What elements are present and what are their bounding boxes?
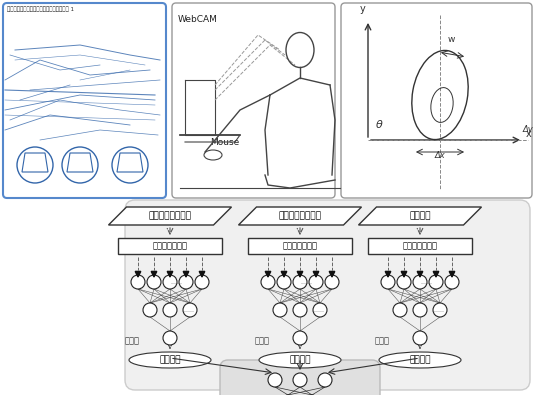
Circle shape	[413, 275, 427, 289]
Text: WebCAM: WebCAM	[178, 15, 218, 24]
Circle shape	[268, 373, 282, 387]
Text: 多重解像度解析: 多重解像度解析	[282, 241, 317, 250]
Circle shape	[397, 275, 411, 289]
Circle shape	[433, 303, 447, 317]
Circle shape	[163, 331, 177, 345]
Text: 多重解像度解析: 多重解像度解析	[152, 241, 187, 250]
Circle shape	[309, 275, 323, 289]
Circle shape	[195, 275, 209, 289]
FancyBboxPatch shape	[118, 238, 222, 254]
Circle shape	[381, 275, 395, 289]
Circle shape	[413, 303, 427, 317]
Circle shape	[183, 303, 197, 317]
Circle shape	[293, 303, 307, 317]
Circle shape	[393, 303, 407, 317]
Polygon shape	[417, 271, 423, 277]
Text: y: y	[360, 4, 366, 14]
Ellipse shape	[129, 352, 211, 368]
FancyBboxPatch shape	[172, 3, 335, 198]
Polygon shape	[433, 271, 439, 277]
Polygon shape	[297, 271, 303, 277]
Circle shape	[445, 275, 459, 289]
Circle shape	[261, 275, 275, 289]
Circle shape	[277, 275, 291, 289]
Polygon shape	[199, 271, 205, 277]
Circle shape	[131, 275, 145, 289]
Text: Mouse: Mouse	[210, 138, 239, 147]
Polygon shape	[358, 207, 482, 225]
FancyBboxPatch shape	[3, 3, 166, 198]
FancyBboxPatch shape	[368, 238, 472, 254]
Text: 分類器: 分類器	[255, 337, 270, 346]
Text: w: w	[448, 35, 455, 44]
Text: 推定結果: 推定結果	[289, 356, 311, 365]
Circle shape	[293, 373, 307, 387]
Ellipse shape	[259, 352, 341, 368]
Text: Δy: Δy	[523, 125, 534, 134]
Polygon shape	[151, 271, 157, 277]
Text: x: x	[526, 129, 532, 139]
Circle shape	[413, 331, 427, 345]
Text: 分類器: 分類器	[374, 337, 389, 346]
Text: ......: ......	[420, 280, 432, 286]
Text: 分類器: 分類器	[125, 337, 140, 346]
Text: 顏と画面との距離: 顏と画面との距離	[279, 211, 322, 220]
Polygon shape	[265, 271, 271, 277]
Text: ......: ......	[312, 308, 324, 314]
Circle shape	[293, 331, 307, 345]
Circle shape	[163, 275, 177, 289]
Text: θ: θ	[376, 120, 383, 130]
Circle shape	[313, 303, 327, 317]
Text: ......: ......	[300, 280, 312, 286]
Circle shape	[147, 275, 161, 289]
FancyBboxPatch shape	[125, 200, 530, 390]
Circle shape	[318, 373, 332, 387]
Polygon shape	[329, 271, 335, 277]
Text: Δx: Δx	[435, 151, 446, 160]
FancyBboxPatch shape	[248, 238, 352, 254]
Polygon shape	[401, 271, 407, 277]
Circle shape	[143, 303, 157, 317]
Circle shape	[179, 275, 193, 289]
Text: 推定結果: 推定結果	[409, 356, 431, 365]
Polygon shape	[183, 271, 189, 277]
Circle shape	[325, 275, 339, 289]
Polygon shape	[385, 271, 391, 277]
Ellipse shape	[379, 352, 461, 368]
Polygon shape	[449, 271, 455, 277]
Text: 多重解像度解析: 多重解像度解析	[402, 241, 438, 250]
Polygon shape	[109, 207, 232, 225]
Text: 推定結果: 推定結果	[159, 356, 181, 365]
Text: ......: ......	[182, 308, 194, 314]
Polygon shape	[239, 207, 362, 225]
Circle shape	[293, 275, 307, 289]
Text: ......: ......	[170, 280, 182, 286]
Circle shape	[429, 275, 443, 289]
Polygon shape	[167, 271, 173, 277]
Text: 顏の傾き: 顏の傾き	[409, 211, 431, 220]
Text: マウスの移動速度: マウスの移動速度	[149, 211, 192, 220]
FancyBboxPatch shape	[341, 3, 532, 198]
Circle shape	[163, 303, 177, 317]
Polygon shape	[135, 271, 141, 277]
Circle shape	[273, 303, 287, 317]
Polygon shape	[313, 271, 319, 277]
Polygon shape	[281, 271, 287, 277]
FancyBboxPatch shape	[220, 360, 380, 395]
Text: ......: ......	[432, 308, 444, 314]
Text: シルクイ・アダプティブ対話マル（でか） 1: シルクイ・アダプティブ対話マル（でか） 1	[7, 6, 74, 12]
